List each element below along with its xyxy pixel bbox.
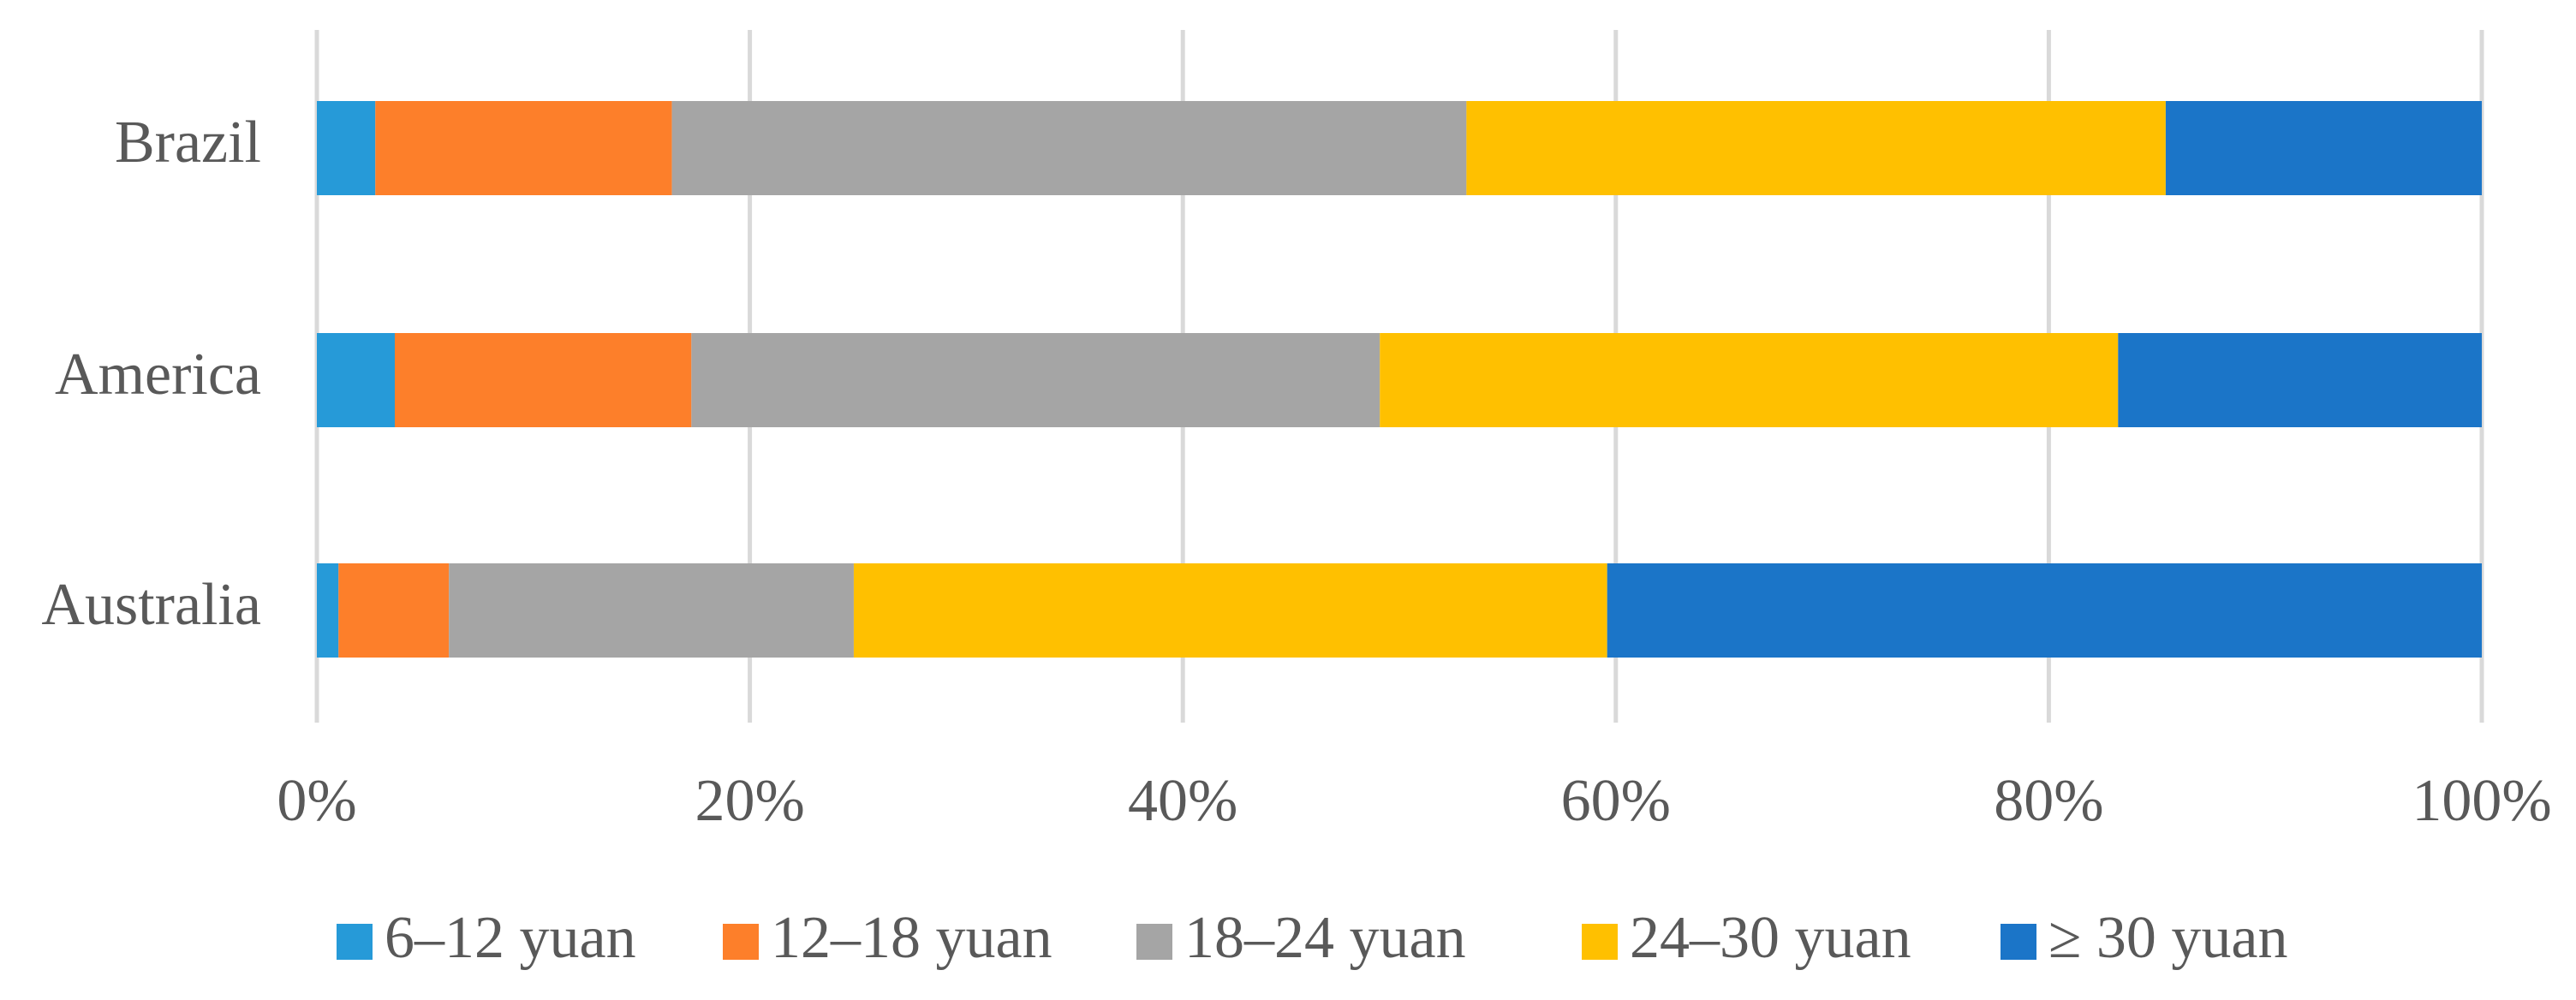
y-tick-label: Australia [41,572,261,638]
bar-segment [853,563,1607,658]
x-tick-label: 20% [695,768,804,834]
bar-segment [317,101,376,195]
x-tick-label: 60% [1561,768,1671,834]
bar-segment [1380,333,2119,427]
x-tick-label: 80% [1994,768,2103,834]
legend-label: 6–12 yuan [385,905,636,971]
bar-segment [449,563,854,658]
legend-swatch [2001,924,2036,960]
bar-segment [1466,101,2166,195]
x-tick-label: 0% [277,768,356,834]
bar-segment [2118,333,2482,427]
bar-segment [395,333,692,427]
legend-label: 24–30 yuan [1630,905,1911,971]
legend-swatch [337,924,373,960]
bar-segment [317,333,396,427]
legend-swatch [1582,924,1618,960]
bar-segment [671,101,1467,195]
bar-segment [317,563,339,658]
bar-segment [338,563,450,658]
x-tick-label: 100% [2412,768,2551,834]
bar-segment [375,101,672,195]
bar-segment [2165,101,2482,195]
legend-swatch [1136,924,1172,960]
legend-label: 18–24 yuan [1184,905,1466,971]
y-tick-label: America [55,342,261,408]
legend-label: 12–18 yuan [771,905,1052,971]
bar-segment [691,333,1380,427]
x-tick-label: 40% [1128,768,1237,834]
y-tick-label: Brazil [115,110,261,176]
legend-swatch [723,924,759,960]
bar-segment [1607,563,2482,658]
legend-label: ≥ 30 yuan [2048,905,2288,971]
